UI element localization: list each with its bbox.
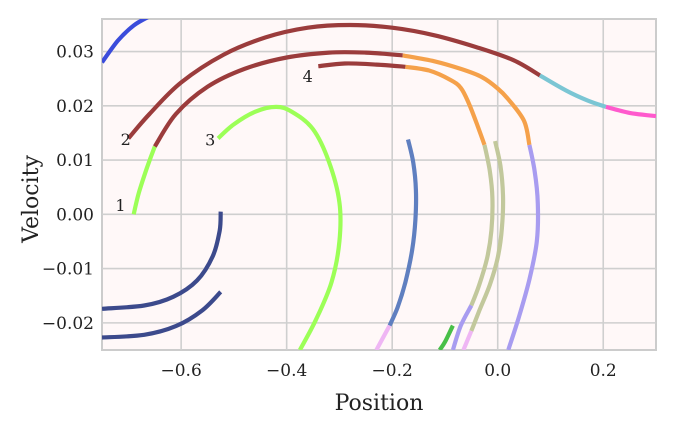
trajectory-segment-16 — [387, 139, 419, 327]
annotation-label: 2 — [121, 130, 131, 149]
y-tick-label: −0.01 — [42, 260, 94, 280]
trajectory-segment-14 — [469, 140, 506, 332]
x-axis-label: Position — [335, 391, 424, 416]
trajectory-segment-7 — [538, 73, 607, 109]
x-tick-labels: −0.6 −0.4 −0.2 0.0 0.2 — [161, 361, 617, 381]
y-tick-labels: −0.02 −0.01 0.00 0.01 0.02 0.03 — [42, 43, 94, 334]
trajectory-segment-3 — [153, 50, 403, 148]
trajectory-segment-1 — [102, 19, 149, 64]
y-tick-label: 0.03 — [56, 43, 94, 63]
trajectory-segment-20 — [102, 290, 223, 340]
y-tick-label: 0.00 — [56, 205, 94, 225]
series-group — [102, 19, 656, 350]
trajectory-segment-12 — [469, 144, 495, 307]
trajectory-segment-2 — [131, 145, 157, 215]
plot-area — [101, 18, 657, 351]
y-axis-label: Velocity — [19, 155, 44, 244]
trajectory-segment-8 — [605, 104, 656, 119]
trajectory-segment-9 — [216, 104, 343, 350]
y-tick-label: 0.02 — [56, 97, 94, 117]
y-tick-label: −0.02 — [42, 314, 94, 334]
trajectory-segment-19 — [102, 211, 223, 311]
x-tick-label: −0.2 — [372, 361, 413, 381]
trajectory-segment-13 — [450, 304, 474, 350]
trajectory-segment-6 — [126, 22, 541, 140]
trajectory-segment-17 — [374, 324, 392, 350]
x-tick-label: 0.0 — [484, 361, 511, 381]
annotation-label: 3 — [205, 130, 215, 149]
trajectory-segment-10 — [318, 61, 406, 69]
annotation-label: 4 — [303, 67, 313, 86]
x-tick-label: 0.2 — [590, 361, 617, 381]
trajectory-segment-15 — [461, 330, 474, 350]
grid — [102, 19, 656, 350]
x-tick-label: −0.6 — [161, 361, 202, 381]
annotation-label: 1 — [115, 196, 125, 215]
trajectory-segment-5 — [506, 144, 541, 350]
trajectory-segment-18 — [437, 324, 455, 350]
x-tick-label: −0.4 — [266, 361, 307, 381]
trajectory-segment-11 — [405, 64, 487, 146]
annotations: 1 2 3 4 — [115, 67, 312, 215]
trajectory-segment-4 — [402, 53, 532, 146]
y-tick-label: 0.01 — [56, 151, 94, 171]
